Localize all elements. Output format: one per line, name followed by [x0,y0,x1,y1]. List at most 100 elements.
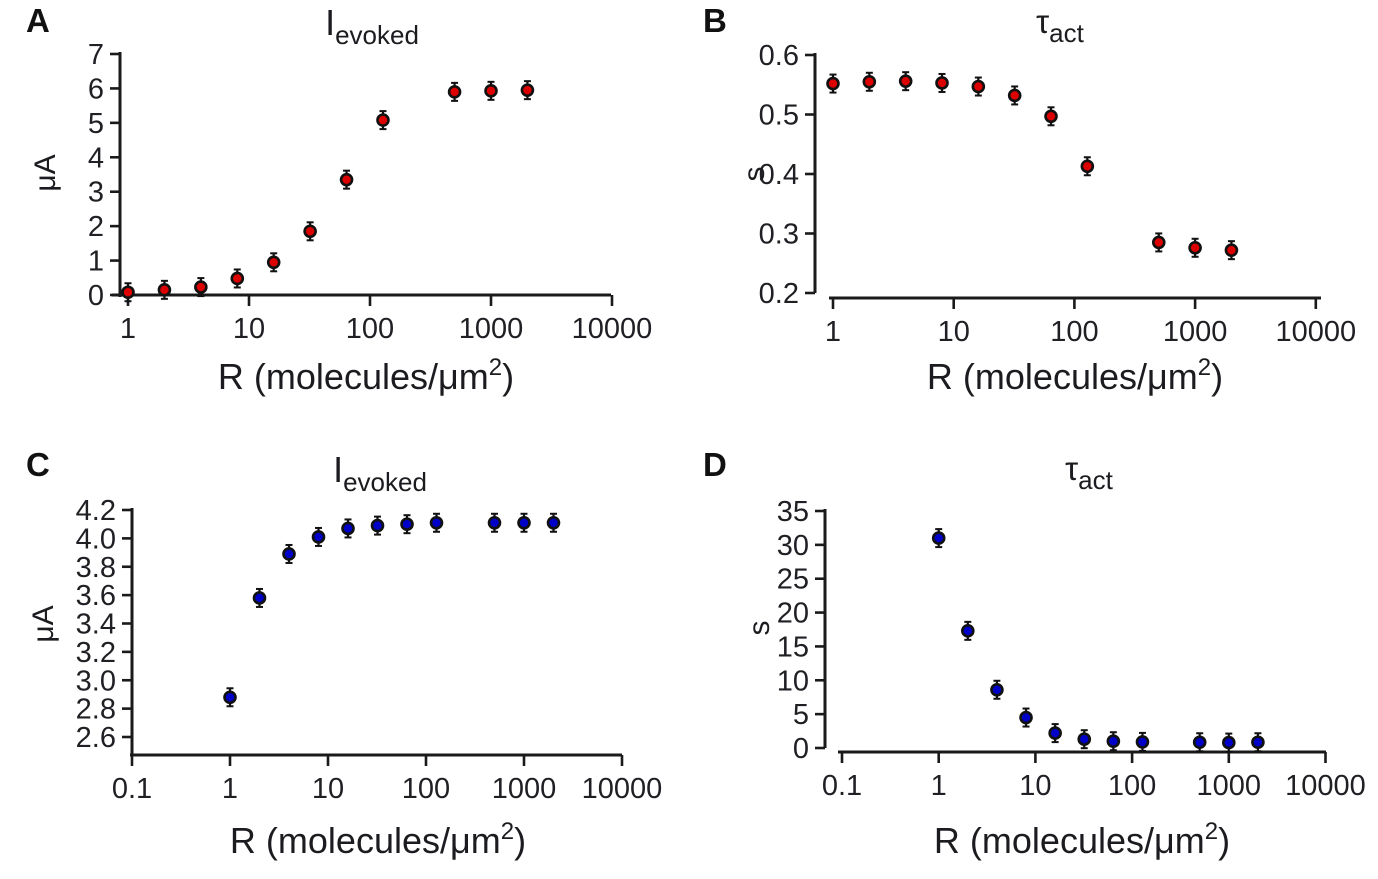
x-label-close: ) [1211,356,1224,397]
data-point [303,224,317,239]
data-point [487,515,502,530]
x-label-text: R (molecules/μm [933,820,1205,861]
title-sub: act [1078,465,1113,495]
data-point [194,280,208,294]
data-point [898,74,913,88]
y-tick-label: 0.4 [759,159,799,191]
panel-d: 0 5 10 15 20 25 30 35 0.1 1 10 100 1000 10000 D τact … [689,440,1378,879]
y-tick-label: 2.6 [76,722,116,754]
y-tick-label: 3.8 [76,552,116,584]
x-axis-label-b: R (molecules/μm2) [927,356,1223,395]
data-point [400,517,414,531]
title-sub: evoked [343,467,427,497]
y-tick-label: 35 [777,496,809,528]
panel-letter-a: A [26,2,50,39]
x-tick-label: 10000 [1285,770,1366,802]
data-point [1221,735,1236,750]
y-tick-label: 7 [88,39,104,71]
x-tick-label: 10000 [1275,316,1356,348]
title-main: τ [1036,3,1050,40]
y-tick-label: 2 [88,211,104,243]
title-sub: act [1049,18,1084,48]
y-axis-label-a: μA [29,154,62,192]
data-point [931,531,946,545]
data-point [546,515,561,530]
y-tick-label: 3.0 [76,665,116,697]
y-tick-label: 3.6 [76,580,116,612]
data-point [1106,734,1121,749]
data-point [484,84,498,98]
data-point [1007,88,1022,103]
data-point [1019,710,1033,725]
x-tick-label: 10 [312,773,344,805]
data-point [1048,726,1062,740]
y-tick-label: 4.0 [76,523,116,555]
x-label-close: ) [514,820,527,861]
data-point [447,85,462,99]
data-point [370,518,385,533]
x-label-sup: 2 [500,818,515,845]
y-tick-label: 3 [88,177,104,209]
x-label-text: R (molecules/μm [926,356,1198,397]
y-axis-label-b: s [738,166,771,182]
data-point [252,591,267,605]
x-label-sup: 2 [1204,818,1219,845]
plot-area-c: 2.62.83.03.23.43.63.84.04.2 0.1 1 10 100 1000… [76,495,663,805]
panel-letter-c: C [26,446,50,483]
title-main: τ [1065,450,1079,487]
panel-title-a: Ievoked [325,2,419,50]
panel-title-b: τact [1036,5,1084,46]
data-point [266,255,281,270]
x-tick-label: 1000 [1197,770,1262,802]
data-point [1188,240,1202,255]
data-point [1251,735,1265,750]
data-point [1080,159,1095,174]
data-point [157,283,172,297]
y-tick-label: 0.5 [759,100,799,132]
data-point [826,76,840,91]
x-label-text: R (molecules/μm [217,356,489,397]
x-tick-label: 10000 [572,313,653,345]
y-tick-label: 10 [777,665,809,697]
data-point [339,172,354,187]
x-tick-label: 1000 [492,773,557,805]
data-point [1151,235,1166,250]
data-point [961,624,975,638]
y-tick-label: 1 [88,246,104,278]
title-sub: evoked [335,20,419,50]
y-tick-label: 30 [777,530,809,562]
x-tick-label: 1 [222,773,238,805]
y-tick-label: 3.2 [76,637,116,669]
y-tick-label: 0 [88,280,104,312]
y-tick-label: 4 [88,142,104,174]
x-axis-label-a: R (molecules/μm2) [218,356,514,395]
data-point [935,76,949,90]
x-axis-label-d: R (molecules/μm2) [934,820,1230,859]
y-axis-label-d: s [743,620,776,636]
y-tick-label: 5 [793,699,809,731]
data-point [376,113,390,127]
x-tick-label: 0.1 [112,773,152,805]
data-point [990,682,1004,697]
title-main: I [325,2,336,43]
y-tick-label: 0.6 [759,40,799,72]
x-tick-label: 100 [1050,316,1098,348]
data-point [311,530,326,544]
y-tick-label: 0.2 [759,278,799,310]
x-tick-label: 10 [1019,770,1051,802]
x-tick-label: 100 [346,313,394,345]
x-label-sup: 2 [1197,354,1212,381]
data-point [121,285,135,300]
data-point [341,521,355,536]
panel-a: 0 1 2 3 4 5 6 7 1 10 100 1000 10000 A Ievoked μA R (… [0,0,689,440]
y-tick-label: 0 [793,733,809,765]
x-label-sup: 2 [488,354,503,381]
x-tick-label: 10 [233,313,265,345]
panel-c: 2.6 2.8 3.0 3.2 3.4 3.6 3.8 4.0 4.2 0.1 1 10 100 1000… [0,440,689,879]
y-tick-label: 4.2 [76,495,116,527]
x-tick-label: 1000 [1163,316,1228,348]
data-point [1077,732,1092,746]
